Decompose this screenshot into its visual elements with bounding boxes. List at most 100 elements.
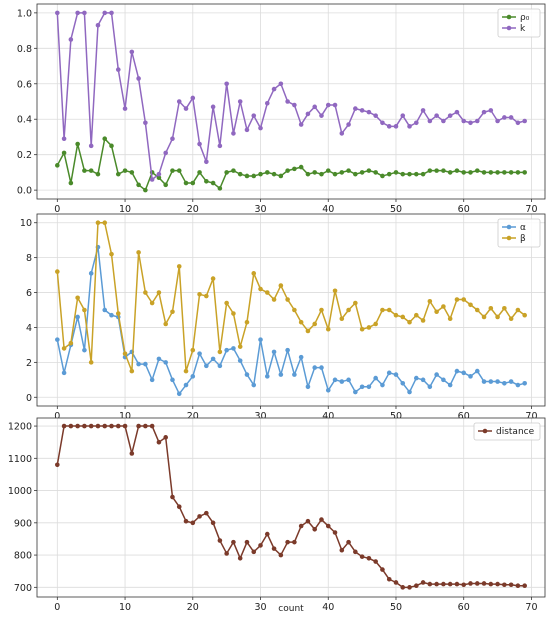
data-point — [434, 581, 439, 587]
legend-label: β — [520, 234, 526, 244]
data-point — [366, 109, 372, 115]
data-point — [88, 143, 94, 149]
plot-area — [37, 214, 545, 406]
data-point — [143, 187, 148, 193]
data-point — [143, 120, 148, 126]
data-point — [461, 582, 467, 588]
data-point — [522, 381, 527, 386]
data-point — [312, 321, 318, 327]
data-point — [224, 300, 229, 306]
data-point — [224, 81, 229, 87]
data-point — [82, 10, 87, 16]
data-point — [102, 136, 108, 142]
data-point — [441, 304, 446, 309]
data-point — [502, 170, 507, 175]
x-tick-label: 70 — [525, 602, 537, 613]
data-point — [488, 305, 494, 311]
data-point — [271, 297, 277, 302]
data-point — [474, 118, 480, 124]
x-tick-label: 60 — [458, 602, 470, 613]
data-point — [244, 539, 250, 545]
data-point — [217, 143, 223, 149]
legend-swatch-marker — [506, 224, 512, 230]
data-point — [149, 300, 155, 306]
data-point — [420, 377, 426, 383]
legend-label: distance — [496, 427, 535, 437]
data-point — [264, 374, 270, 379]
data-point — [61, 423, 67, 429]
data-point — [393, 124, 399, 129]
series-α — [55, 244, 527, 397]
data-point — [55, 10, 60, 16]
x-tick-label: 0 — [54, 411, 60, 422]
data-point — [380, 567, 385, 572]
data-point — [136, 423, 141, 429]
y-tick-label: 0 — [26, 393, 32, 404]
data-point — [258, 337, 263, 342]
data-point — [481, 581, 487, 586]
data-point — [414, 375, 419, 381]
data-point — [285, 297, 290, 302]
data-point — [481, 314, 487, 320]
x-tick-label: 0 — [54, 204, 60, 215]
data-point — [68, 37, 74, 42]
data-point — [393, 372, 399, 377]
legend-swatch-marker — [506, 14, 512, 20]
plot-frame — [36, 213, 546, 407]
data-point — [190, 180, 196, 186]
data-point — [461, 170, 467, 175]
data-point — [339, 170, 345, 175]
data-point — [61, 136, 67, 142]
series-line — [56, 425, 525, 589]
data-point — [386, 576, 392, 582]
data-point — [143, 361, 148, 367]
data-point — [434, 168, 439, 173]
data-point — [366, 168, 372, 173]
data-point — [231, 131, 236, 136]
data-point — [305, 328, 311, 334]
data-point — [75, 295, 80, 301]
plot-frame — [36, 3, 546, 200]
data-point — [515, 382, 521, 388]
data-point — [407, 585, 412, 590]
data-point — [386, 370, 392, 376]
data-point — [400, 381, 406, 386]
data-point — [95, 22, 101, 28]
data-point — [447, 113, 453, 118]
data-point — [359, 554, 365, 559]
data-point — [224, 551, 229, 556]
data-point — [488, 170, 494, 175]
legend: distance — [473, 422, 541, 441]
data-point — [88, 423, 94, 429]
x-tick-label: 10 — [119, 411, 131, 422]
data-point — [109, 251, 114, 257]
data-point — [332, 377, 338, 383]
data-point — [325, 168, 331, 173]
data-point — [156, 175, 162, 181]
data-point — [515, 583, 521, 589]
data-point — [400, 113, 406, 118]
x-tick-label: 60 — [458, 204, 470, 215]
data-point — [156, 171, 162, 177]
data-point — [305, 111, 311, 117]
data-point — [441, 581, 446, 587]
data-point — [176, 99, 182, 104]
x-tick-label: 10 — [119, 602, 131, 613]
data-point — [312, 170, 318, 175]
data-point — [427, 298, 433, 304]
data-point — [264, 100, 270, 106]
x-tick-label: 20 — [187, 411, 199, 422]
data-point — [414, 120, 419, 126]
data-point — [353, 171, 358, 177]
data-point — [502, 115, 507, 120]
data-point — [325, 523, 331, 529]
data-point — [427, 384, 433, 390]
data-point — [298, 164, 304, 170]
data-point — [346, 377, 351, 383]
panel-2: 0 10 20 30 40 50 60 70 0 2 4 6 8 10 αβ — [20, 213, 546, 422]
data-point — [312, 526, 318, 532]
data-point — [264, 290, 270, 295]
data-point — [373, 559, 378, 564]
data-point — [115, 67, 121, 72]
data-point — [197, 170, 202, 175]
